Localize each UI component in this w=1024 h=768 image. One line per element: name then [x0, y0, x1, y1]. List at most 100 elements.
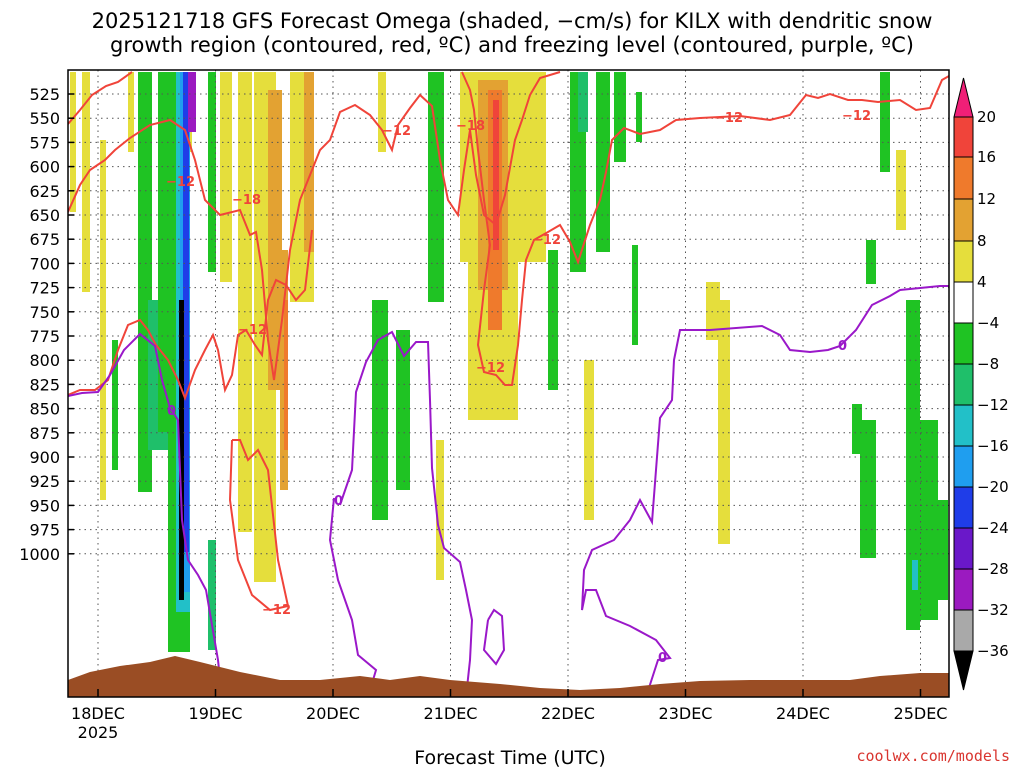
- colorbar-segment: [953, 486, 974, 529]
- colorbar-label: −8: [977, 355, 999, 373]
- colorbar-cap-top: [953, 77, 974, 118]
- x-tick-label: 21DEC: [424, 704, 478, 723]
- dendritic-contour: [68, 71, 133, 125]
- colorbar-segment: [953, 198, 974, 242]
- freezing-contour: [68, 332, 223, 697]
- x-tick-label: 18DEC: [71, 704, 125, 723]
- colorbar-segment: [953, 527, 974, 570]
- dendritic-contour: [228, 439, 290, 612]
- y-tick-label: 725: [29, 279, 60, 298]
- y-tick-label: 675: [29, 230, 60, 249]
- x-tick-label: 23DEC: [659, 704, 713, 723]
- y-tick-label: 750: [29, 303, 60, 322]
- colorbar-label: −32: [977, 601, 1009, 619]
- colorbar-label: −36: [977, 642, 1009, 660]
- y-axis: 525 550 575 600 625 650 675 700 725 750 775 800 825 8…: [19, 85, 74, 564]
- dendritic-label: −12: [382, 124, 411, 139]
- omega-shade: [128, 72, 134, 152]
- omega-shade: [906, 300, 920, 630]
- plot-frame: [67, 69, 950, 698]
- omega-shade: [183, 72, 189, 552]
- omega-shade: [493, 100, 499, 250]
- omega-shade: [208, 72, 216, 272]
- colorbar-label: −16: [977, 437, 1009, 455]
- colorbar-label: −12: [977, 396, 1009, 414]
- dendritic-contour: [68, 71, 561, 381]
- y-tick-label: 825: [29, 375, 60, 394]
- grid-lines: [68, 70, 949, 697]
- y-tick-label: 950: [29, 496, 60, 515]
- y-tick-label: 875: [29, 424, 60, 443]
- colorbar-cap-bottom: [953, 650, 974, 691]
- dendritic-label: −12: [238, 323, 267, 338]
- omega-shade: [268, 90, 282, 390]
- omega-shade: [614, 72, 626, 162]
- contour-labels: −12 −18 −12 −18 −12 −12 −12 −12 −12 −12 …: [166, 109, 871, 666]
- freezing-contour: [339, 330, 474, 697]
- y-tick-label: 900: [29, 448, 60, 467]
- x-axis-first-tick-year: 2025: [78, 723, 119, 742]
- colorbar-label: 16: [977, 148, 996, 166]
- colorbar-segment: [953, 445, 974, 488]
- y-tick-label: 850: [29, 400, 60, 419]
- x-tick-label: 25DEC: [894, 704, 948, 723]
- freezing-contour: [581, 285, 949, 697]
- omega-shade: [378, 72, 386, 152]
- omega-shade: [436, 440, 444, 580]
- omega-shade: [372, 300, 388, 520]
- colorbar-label: 8: [977, 232, 987, 250]
- omega-shade: [548, 250, 558, 390]
- omega-shade: [636, 92, 642, 142]
- x-tick-label: 20DEC: [306, 704, 360, 723]
- omega-shade: [880, 72, 890, 172]
- dendritic-growth-contours: [68, 71, 949, 612]
- dendritic-contour: [68, 229, 313, 401]
- freezing-level-contours: [68, 285, 949, 697]
- freezing-label: 0: [838, 339, 847, 354]
- colorbar-label: −28: [977, 560, 1009, 578]
- chart-title-line-1: 2025121718 GFS Forecast Omega (shaded, −…: [92, 9, 933, 33]
- omega-shade: [188, 72, 196, 132]
- y-tick-label: 1000: [19, 545, 60, 564]
- dendritic-label: −12: [842, 109, 871, 124]
- colorbar-segment: [953, 568, 974, 611]
- omega-shade: [208, 540, 216, 650]
- omega-shade: [932, 500, 948, 600]
- x-axis-title: Forecast Time (UTC): [414, 747, 605, 768]
- y-tick-label: 575: [29, 133, 60, 152]
- colorbar-segment: [953, 156, 974, 200]
- colorbar-label: 12: [977, 190, 996, 208]
- chart-title-line-2: growth region (contoured, red, ºC) and f…: [110, 33, 914, 57]
- dendritic-label: −12: [166, 175, 195, 190]
- colorbar-segment: [953, 609, 974, 652]
- omega-shade: [238, 72, 252, 532]
- colorbar-label: 20: [977, 108, 996, 126]
- y-tick-label: 775: [29, 327, 60, 346]
- omega-shade: [100, 140, 106, 500]
- omega-shade: [304, 72, 314, 252]
- credit-text: coolwx.com/models: [856, 747, 1010, 765]
- omega-shade: [584, 360, 594, 520]
- y-tick-label: 625: [29, 182, 60, 201]
- y-tick-label: 525: [29, 85, 60, 104]
- omega-shade: [179, 300, 184, 600]
- y-tick-label: 925: [29, 472, 60, 491]
- colorbar-segment: [953, 116, 974, 158]
- y-tick-label: 700: [29, 254, 60, 273]
- y-tick-label: 800: [29, 351, 60, 370]
- colorbar-segment: [953, 322, 974, 365]
- dendritic-label: −12: [262, 603, 291, 618]
- x-tick-label: 24DEC: [776, 704, 830, 723]
- dendritic-label: −12: [714, 111, 743, 126]
- colorbar-label: −20: [977, 478, 1009, 496]
- omega-shade: [578, 72, 588, 132]
- omega-shade: [912, 560, 918, 590]
- omega-shade: [396, 330, 410, 490]
- y-tick-label: 550: [29, 109, 60, 128]
- dendritic-label: −12: [476, 361, 505, 376]
- terrain-surface: [68, 656, 949, 697]
- omega-shade: [428, 72, 444, 302]
- omega-shade: [112, 340, 118, 470]
- omega-shade: [860, 420, 876, 558]
- omega-shade: [284, 300, 288, 450]
